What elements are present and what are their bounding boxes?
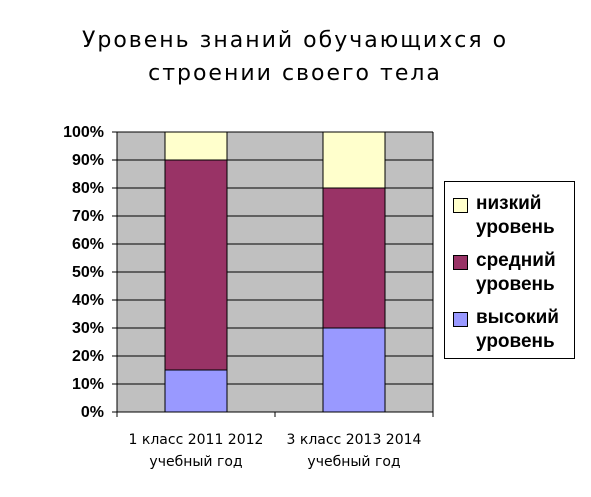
x-category-label: учебный год (149, 454, 242, 470)
y-tick-label: 30% (72, 320, 104, 337)
legend-item: низкий уровень (453, 192, 572, 240)
legend-swatch (453, 198, 468, 213)
legend-label: низкий уровень (476, 193, 555, 238)
x-category-label: 1 класс 2011 2012 (129, 432, 264, 448)
y-tick-label: 40% (72, 292, 104, 309)
y-tick-label: 0% (81, 404, 104, 421)
legend-item: средний уровень (453, 249, 572, 297)
bar-segment (322, 187, 386, 329)
y-tick-label: 80% (72, 180, 104, 197)
y-tick-label: 70% (72, 208, 104, 225)
x-category-label: учебный год (307, 454, 400, 470)
legend-label: высокий уровень (476, 307, 559, 352)
bar-segment (322, 327, 386, 413)
bar-segment (322, 131, 386, 189)
y-tick-label: 50% (72, 264, 104, 281)
y-tick-label: 10% (72, 376, 104, 393)
bar-segment (164, 131, 228, 161)
chart-legend: низкий уровень средний уровень высокий уро… (444, 181, 575, 359)
legend-label: средний уровень (476, 250, 556, 295)
legend-swatch (453, 255, 468, 270)
bar-segment (164, 159, 228, 371)
y-tick-label: 90% (72, 152, 104, 169)
legend-item: высокий уровень (453, 306, 572, 354)
y-tick-label: 60% (72, 236, 104, 253)
y-tick-label: 100% (63, 124, 104, 141)
x-category-label: 3 класс 2013 2014 (287, 432, 422, 448)
chart-title: Уровень знаний обучающихся о строении св… (81, 28, 509, 86)
legend-swatch (453, 312, 468, 327)
y-tick-label: 20% (72, 348, 104, 365)
bar-segment (164, 369, 228, 413)
